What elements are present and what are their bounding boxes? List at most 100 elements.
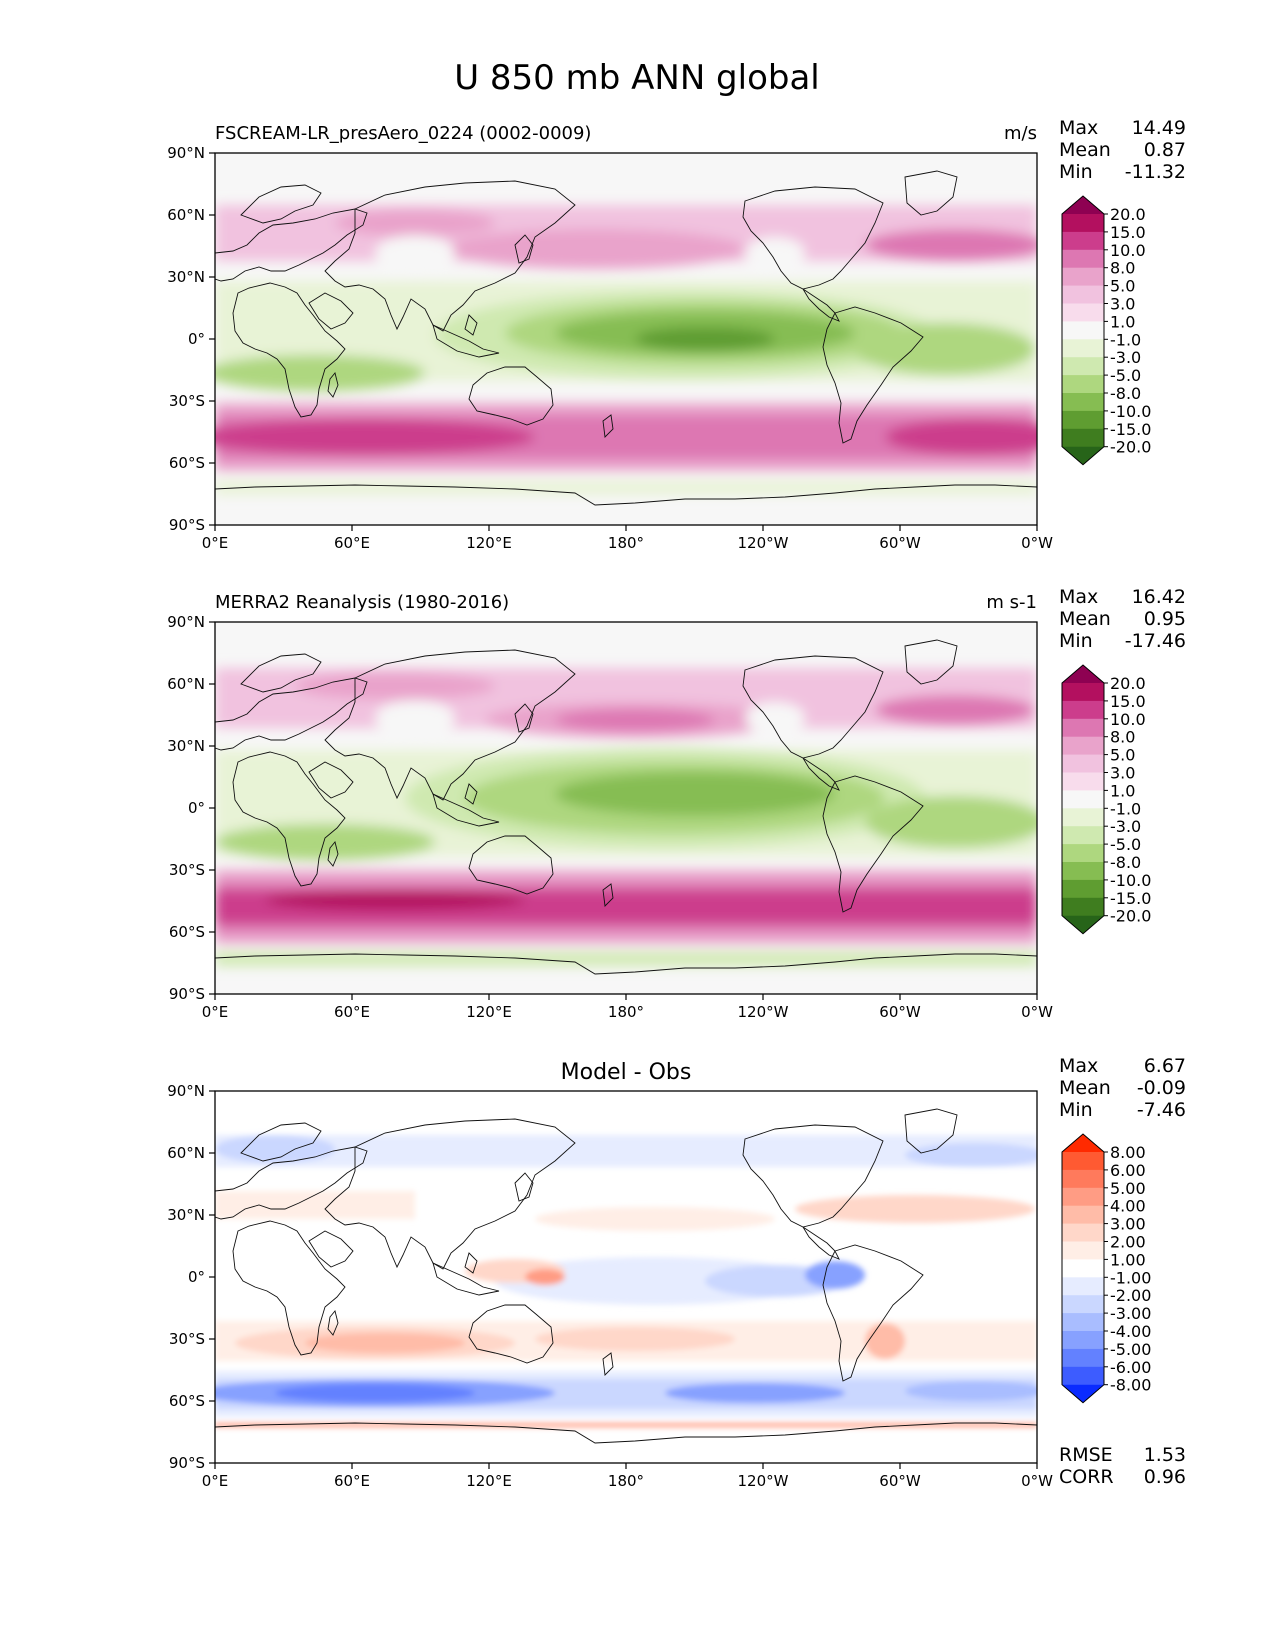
panel-title-obs: MERRA2 Reanalysis (1980-2016) — [215, 592, 509, 613]
colorbar-segment — [1062, 231, 1104, 251]
colorbar-extend-min — [1062, 1384, 1104, 1403]
y-tick-label: 60°N — [167, 1144, 205, 1162]
stat-value-corr: 0.96 — [1144, 1466, 1186, 1488]
y-tick-label: 30°S — [169, 861, 205, 879]
stat-label-corr: CORR — [1059, 1466, 1114, 1488]
colorbar-segment — [1062, 1277, 1104, 1296]
map-field — [215, 622, 1037, 994]
stat-label-max: Max — [1059, 117, 1098, 139]
colorbar-label: 8.0 — [1110, 259, 1135, 278]
colorbar-label: -3.00 — [1110, 1304, 1151, 1323]
colorbar-label: 6.00 — [1110, 1161, 1146, 1180]
colorbar-label: -3.0 — [1110, 348, 1141, 367]
x-tick-label: 0°E — [202, 534, 229, 552]
stat-value-rmse: 1.53 — [1144, 1444, 1186, 1466]
colorbar-label: 3.0 — [1110, 764, 1135, 783]
colorbar-segment — [1062, 410, 1104, 430]
colorbar-segment — [1062, 1152, 1104, 1171]
stat-label-mean: Mean — [1059, 608, 1111, 630]
y-tick-label: 30°N — [167, 268, 205, 286]
colorbar-label: -1.0 — [1110, 330, 1141, 349]
y-tick-label: 90°N — [167, 613, 205, 631]
x-tick-label: 120°W — [738, 534, 789, 552]
colorbar-segment — [1062, 826, 1104, 845]
colorbar-model: 20.015.010.08.05.03.01.0-1.0-3.0-5.0-8.0… — [1061, 195, 1151, 466]
colorbar-label: -5.0 — [1110, 835, 1141, 854]
colorbar-label: 20.0 — [1110, 674, 1146, 693]
colorbar-segment — [1062, 357, 1104, 376]
x-tick-label: 60°W — [879, 534, 921, 552]
colorbar-label: -15.0 — [1110, 889, 1151, 908]
colorbar-segment — [1062, 214, 1104, 233]
colorbar-segment — [1062, 862, 1104, 881]
colorbar-extend-min — [1062, 915, 1104, 934]
colorbar-segment — [1062, 1366, 1104, 1386]
y-tick-label: 30°N — [167, 737, 205, 755]
colorbar-label: 20.0 — [1110, 205, 1146, 224]
colorbar-label: 5.0 — [1110, 277, 1135, 296]
x-tick-label: 0°W — [1021, 1472, 1053, 1490]
colorbar-segment — [1062, 1313, 1104, 1332]
colorbar-segment — [1062, 428, 1104, 448]
panel-title-diff: Model - Obs — [561, 1060, 692, 1085]
y-tick-label: 90°N — [167, 144, 205, 162]
stat-value-min: -7.46 — [1137, 1099, 1186, 1121]
x-tick-label: 180° — [608, 1003, 644, 1021]
colorbar-segment — [1062, 1259, 1104, 1278]
colorbar-segment — [1062, 1295, 1104, 1314]
colorbar-segment — [1062, 1169, 1104, 1189]
x-tick-label: 180° — [608, 534, 644, 552]
colorbar-segment — [1062, 683, 1104, 702]
stat-label-min: Min — [1059, 630, 1093, 652]
colorbar-label: 3.0 — [1110, 295, 1135, 314]
colorbar-label: 10.0 — [1110, 241, 1146, 260]
colorbar-segment — [1062, 339, 1104, 358]
colorbar-label: -3.0 — [1110, 817, 1141, 836]
colorbar-label: -2.00 — [1110, 1286, 1151, 1305]
colorbar-segment — [1062, 1348, 1104, 1368]
stat-value-max: 6.67 — [1144, 1055, 1186, 1077]
stat-value-mean: 0.95 — [1144, 608, 1186, 630]
colorbar-segment — [1062, 897, 1104, 917]
colorbar-label: -8.00 — [1110, 1376, 1151, 1395]
colorbar-extend-max — [1062, 196, 1104, 214]
panel-obs — [214, 621, 1038, 995]
y-tick-label: 0° — [188, 1268, 205, 1286]
colorbar-segment — [1062, 1187, 1104, 1207]
colorbar-segment — [1062, 321, 1104, 340]
colorbar-label: 1.00 — [1110, 1250, 1146, 1269]
colorbar-segment — [1062, 1331, 1104, 1350]
x-tick-label: 180° — [608, 1472, 644, 1490]
x-tick-label: 0°E — [202, 1003, 229, 1021]
colorbar-label: -6.00 — [1110, 1358, 1151, 1377]
x-tick-label: 0°W — [1021, 534, 1053, 552]
stat-label-mean: Mean — [1059, 1077, 1111, 1099]
colorbar-label: 5.00 — [1110, 1179, 1146, 1198]
stat-value-max: 16.42 — [1132, 586, 1186, 608]
y-tick-label: 0° — [188, 330, 205, 348]
x-tick-label: 60°E — [334, 1472, 370, 1490]
colorbar-segment — [1062, 1241, 1104, 1260]
colorbar-segment — [1062, 844, 1104, 863]
colorbar-label: -10.0 — [1110, 871, 1151, 890]
y-tick-label: 90°S — [169, 985, 205, 1003]
colorbar-segment — [1062, 790, 1104, 809]
y-tick-label: 60°S — [169, 923, 205, 941]
colorbar-label: -1.00 — [1110, 1268, 1151, 1287]
colorbar-segment — [1062, 808, 1104, 827]
x-tick-label: 0°E — [202, 1472, 229, 1490]
x-tick-label: 0°W — [1021, 1003, 1053, 1021]
colorbar-label: 2.00 — [1110, 1233, 1146, 1252]
colorbar-label: 3.00 — [1110, 1215, 1146, 1234]
colorbar-label: -15.0 — [1110, 420, 1151, 439]
colorbar-label: 1.0 — [1110, 781, 1135, 800]
colorbar-label: -20.0 — [1110, 438, 1151, 457]
colorbar-extend-max — [1062, 1134, 1104, 1152]
colorbar-segment — [1062, 1223, 1104, 1242]
colorbar-segment — [1062, 303, 1104, 322]
x-tick-label: 120°W — [738, 1472, 789, 1490]
panel-units-obs: m s-1 — [986, 592, 1037, 613]
colorbar-segment — [1062, 1205, 1104, 1224]
stat-label-mean: Mean — [1059, 139, 1111, 161]
